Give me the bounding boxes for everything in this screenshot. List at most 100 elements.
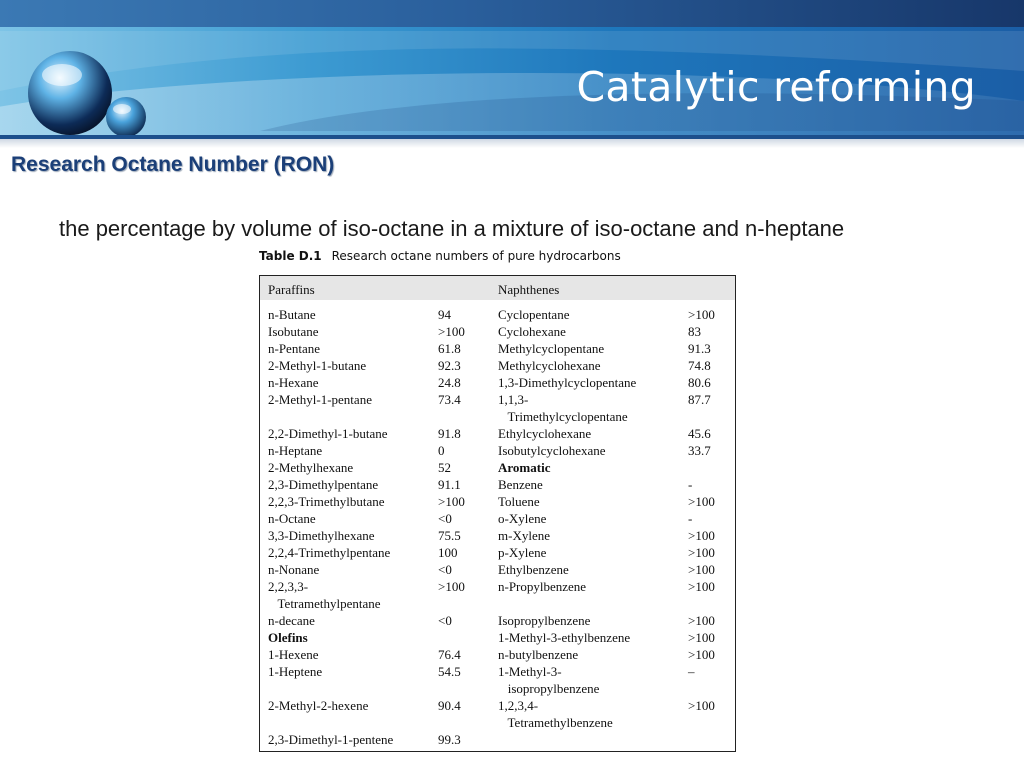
table-cell: Cyclohexane [498,324,566,339]
table-cell: 2,3-Dimethylpentane [268,477,379,492]
table-cell: >100 [688,698,715,713]
table-cell: Trimethylcyclopentane [498,409,628,424]
table-cell: >100 [438,579,465,594]
header-underline [0,135,1024,139]
table-cell: 1,2,3,4- [498,698,539,713]
table-cell: 91.3 [688,341,711,356]
table-cell: 2,2-Dimethyl-1-butane [268,426,388,441]
table-cell: >100 [688,562,715,577]
table-cell: >100 [438,494,465,509]
table-cell: o-Xylene [498,511,547,526]
table-cell: >100 [688,613,715,628]
table-cell: 94 [438,307,451,322]
table-cell: Ethylbenzene [498,562,569,577]
table-cell: Ethylcyclohexane [498,426,592,441]
table-cell: isopropylbenzene [498,681,600,696]
table-cell: <0 [438,613,452,628]
table-cell: Isobutane [268,324,319,339]
table-cell: Isobutylcyclohexane [498,443,606,458]
table-cell: 61.8 [438,341,461,356]
table-header-row: Paraffins Naphthenes [260,276,735,300]
table-cell: >100 [688,494,715,509]
table-cell: 2,2,3-Trimethylbutane [268,494,385,509]
table-cell: 87.7 [688,392,711,407]
table-cell: 74.8 [688,358,711,373]
table-cell: 99.3 [438,732,461,747]
table-cell: n-Pentane [268,341,320,356]
table-cell: 1-Hexene [268,647,319,662]
table-cell: p-Xylene [498,545,547,560]
table-cell: m-Xylene [498,528,550,543]
table-cell: 1,1,3- [498,392,529,407]
column-header-paraffins: Paraffins [268,282,315,297]
table-cell: Methylcyclopentane [498,341,605,356]
definition-text: the percentage by volume of iso-octane i… [59,216,845,241]
table-cell: >100 [688,307,715,322]
table-cell: >100 [688,647,715,662]
table-cell: 1-Methyl-3-ethylbenzene [498,630,631,645]
table-cell: 75.5 [438,528,461,543]
table-cell: 2-Methyl-1-pentane [268,392,372,407]
table-cell: 45.6 [688,426,711,441]
section-heading: Research Octane Number (RON) [11,153,335,176]
slide-header: Catalytic reforming [0,27,1024,135]
top-band [0,0,1024,27]
table-cell: >100 [688,579,715,594]
table-cell: 33.7 [688,443,711,458]
table-cell: - [688,477,693,492]
table-cell: 1-Methyl-3- [498,664,562,679]
table-cell: 52 [438,460,451,475]
table-cell: 76.4 [438,647,461,662]
table-cell: >100 [688,528,715,543]
table-cell: 1,3-Dimethylcyclopentane [498,375,637,390]
slide-title: Catalytic reforming [576,63,976,111]
table-cell: Methylcyclohexane [498,358,601,373]
table-cell: 73.4 [438,392,461,407]
table-cell: 3,3-Dimethylhexane [268,528,375,543]
table-cell: Aromatic [498,460,551,475]
table-cell: - [688,511,693,526]
table-cell: – [688,664,695,679]
table-title: Research octane numbers of pure hydrocar… [331,249,621,263]
header-shadow [0,139,1024,148]
table-cell: <0 [438,511,452,526]
table-cell: 92.3 [438,358,461,373]
table-cell: n-Butane [268,307,316,322]
table-cell: >100 [438,324,465,339]
table-cell: n-Nonane [268,562,320,577]
table-cell: n-decane [268,613,315,628]
column-header-naphthenes: Naphthenes [498,282,560,297]
table-cell: 54.5 [438,664,461,679]
table-cell: 80.6 [688,375,711,390]
table-cell: 2,2,4-Trimethylpentane [268,545,391,560]
sphere-logo [28,51,146,135]
table-cell: 2-Methyl-2-hexene [268,698,369,713]
table-cell: 90.4 [438,698,461,713]
table-caption: Table D.1 Research octane numbers of pure… [259,249,621,263]
table-cell: 83 [688,324,701,339]
table-cell: >100 [688,545,715,560]
table-cell: 100 [438,545,458,560]
table-cell: n-Propylbenzene [498,579,587,594]
table-cell: Olefins [268,630,308,645]
table-cell: Isopropylbenzene [498,613,591,628]
table-cell: Tetramethylbenzene [498,715,613,730]
table-cell: 2,2,3,3- [268,579,309,594]
table-cell: Cyclopentane [498,307,570,322]
table-cell: Tetramethylpentane [268,596,381,611]
ron-table: Paraffins Naphthenes n-Butane 94 Cyclopent… [259,275,736,752]
table-cell: <0 [438,562,452,577]
table-cell: 91.1 [438,477,461,492]
table-cell: 91.8 [438,426,461,441]
table-cell: 2-Methylhexane [268,460,354,475]
table-cell: >100 [688,630,715,645]
table-cell: Toluene [498,494,540,509]
table-cell: n-Hexane [268,375,319,390]
table-cell: 0 [438,443,445,458]
table-cell: 1-Heptene [268,664,323,679]
table-cell: n-butylbenzene [498,647,579,662]
table-cell: 2-Methyl-1-butane [268,358,367,373]
table-cell: Benzene [498,477,543,492]
header-wave [0,31,1024,131]
table-cell: 24.8 [438,375,461,390]
